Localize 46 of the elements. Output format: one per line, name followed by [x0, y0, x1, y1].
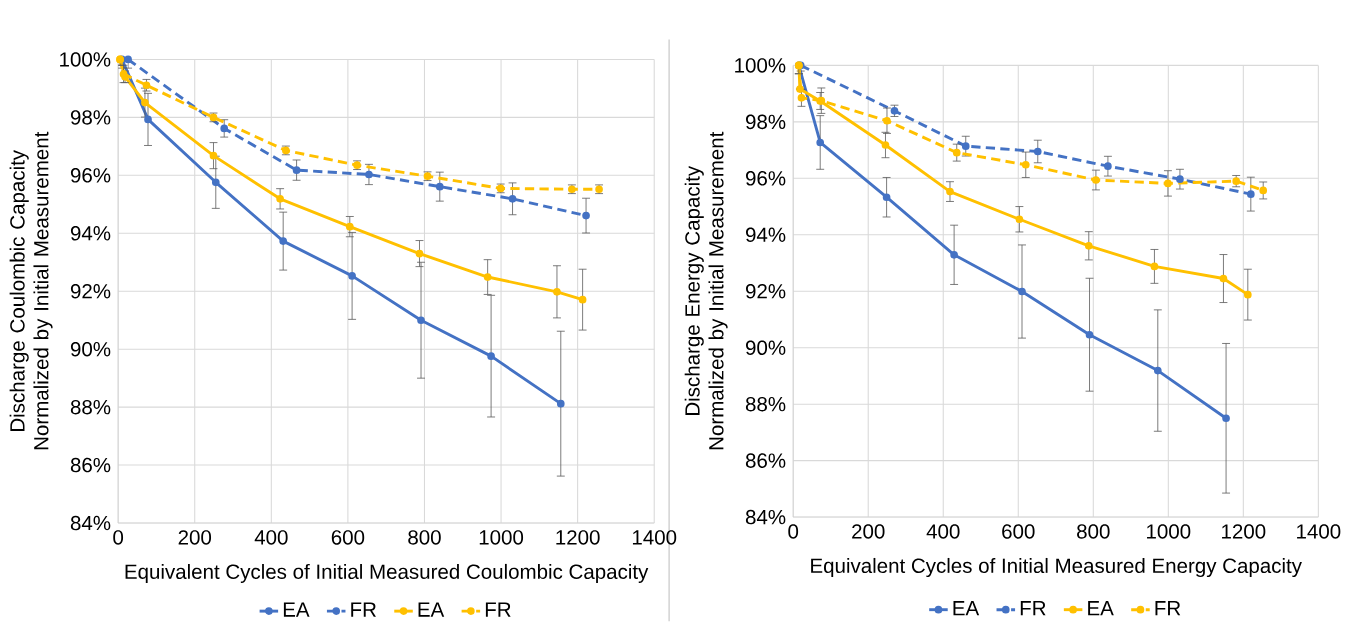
y-tick-label: 90%	[745, 340, 786, 355]
x-tick-label: 800	[408, 530, 441, 545]
y-tick-label: 86%	[745, 453, 786, 468]
y-tick-label: 92%	[745, 283, 786, 299]
x-tick-label: 800	[1077, 524, 1110, 539]
x-axis-title: Equivalent Cycles of Initial Measured Coulombic Capacity	[125, 563, 649, 584]
y-tick-label: 98%	[745, 114, 786, 130]
y-tick-label: 96%	[745, 171, 786, 186]
x-tick-label: 400	[926, 524, 960, 539]
x-tick-label: 600	[331, 530, 365, 545]
y-tick-label: 88%	[70, 399, 111, 415]
legend-label: FR	[1020, 601, 1046, 616]
y-tick-label: 100%	[735, 58, 786, 73]
legend-label: FR	[1155, 601, 1181, 616]
y-tick-label: 98%	[70, 110, 111, 125]
y-axis-title: Discharge Coulombic Capacity Normalized by Initial Measurement	[9, 131, 53, 450]
x-tick-label: 200	[852, 524, 885, 539]
y-tick-label: 96%	[70, 168, 111, 183]
x-tick-label: 0	[788, 524, 799, 539]
y-tick-label: 94%	[70, 226, 111, 241]
x-axis-title: Equivalent Cycles of Initial Measured Energy Capacity	[811, 557, 1302, 578]
x-tick-label: 200	[178, 530, 212, 545]
y-tick-label: 86%	[70, 457, 111, 473]
y-axis-title: Discharge Energy Capacity Normalized by Initial Measurement	[684, 131, 728, 450]
x-tick-label: 1200	[556, 530, 600, 545]
x-tick-label: 1000	[1147, 524, 1191, 539]
legend-label: EA	[283, 602, 310, 617]
legend-label: FR	[351, 602, 376, 617]
y-tick-label: 100%	[60, 52, 111, 67]
x-tick-label: 1400	[632, 530, 677, 545]
y-tick-label: 94%	[745, 227, 786, 243]
legend-label: EA	[953, 601, 980, 616]
y-tick-label: 88%	[745, 396, 786, 412]
x-tick-label: 0	[113, 530, 124, 545]
x-tick-label: 1200	[1222, 524, 1266, 539]
x-tick-label: 600	[1002, 524, 1035, 539]
y-tick-label: 92%	[70, 283, 111, 299]
y-tick-label: 84%	[745, 509, 786, 525]
legend-label: EA	[1088, 601, 1114, 616]
legend-label: FR	[485, 602, 511, 617]
x-tick-label: 1000	[479, 530, 524, 545]
legend-label: EA	[418, 602, 445, 617]
y-tick-label: 90%	[70, 341, 111, 357]
x-tick-label: 1400	[1297, 524, 1341, 539]
x-tick-label: 400	[254, 530, 288, 545]
y-tick-label: 84%	[70, 515, 111, 531]
